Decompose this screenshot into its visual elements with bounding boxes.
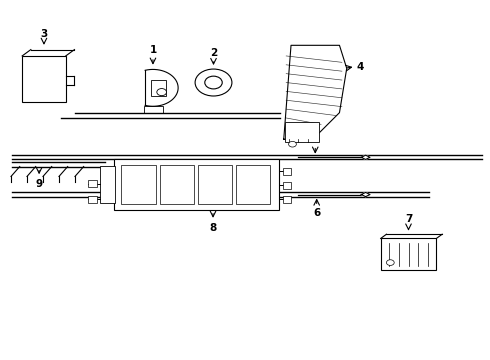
Bar	[114, 159, 279, 210]
Bar	[283, 168, 291, 175]
Bar	[198, 165, 232, 204]
Bar	[236, 165, 270, 204]
Bar	[283, 182, 291, 189]
Circle shape	[157, 89, 167, 96]
Text: 8: 8	[209, 222, 217, 233]
Bar	[144, 105, 163, 113]
Polygon shape	[361, 192, 370, 197]
Bar	[150, 80, 166, 96]
Bar	[160, 165, 194, 204]
Text: 4: 4	[356, 62, 364, 72]
Bar	[99, 166, 115, 203]
Text: 7: 7	[405, 214, 412, 224]
Bar	[381, 238, 437, 270]
Text: 5: 5	[312, 134, 319, 144]
Text: 2: 2	[210, 49, 217, 58]
Text: 6: 6	[313, 208, 320, 218]
Polygon shape	[284, 45, 347, 139]
Polygon shape	[22, 50, 74, 56]
Circle shape	[205, 76, 222, 89]
Polygon shape	[361, 155, 370, 159]
Circle shape	[195, 69, 232, 96]
Bar	[22, 56, 66, 102]
Text: 9: 9	[36, 179, 43, 189]
Bar	[88, 180, 97, 187]
Bar	[283, 196, 291, 203]
Bar	[88, 196, 97, 203]
Text: 1: 1	[149, 45, 157, 55]
Circle shape	[387, 260, 394, 265]
Bar	[122, 165, 156, 204]
Bar	[285, 122, 318, 142]
Polygon shape	[145, 69, 178, 106]
Circle shape	[289, 141, 296, 147]
Text: 3: 3	[40, 29, 48, 39]
Polygon shape	[381, 234, 442, 238]
